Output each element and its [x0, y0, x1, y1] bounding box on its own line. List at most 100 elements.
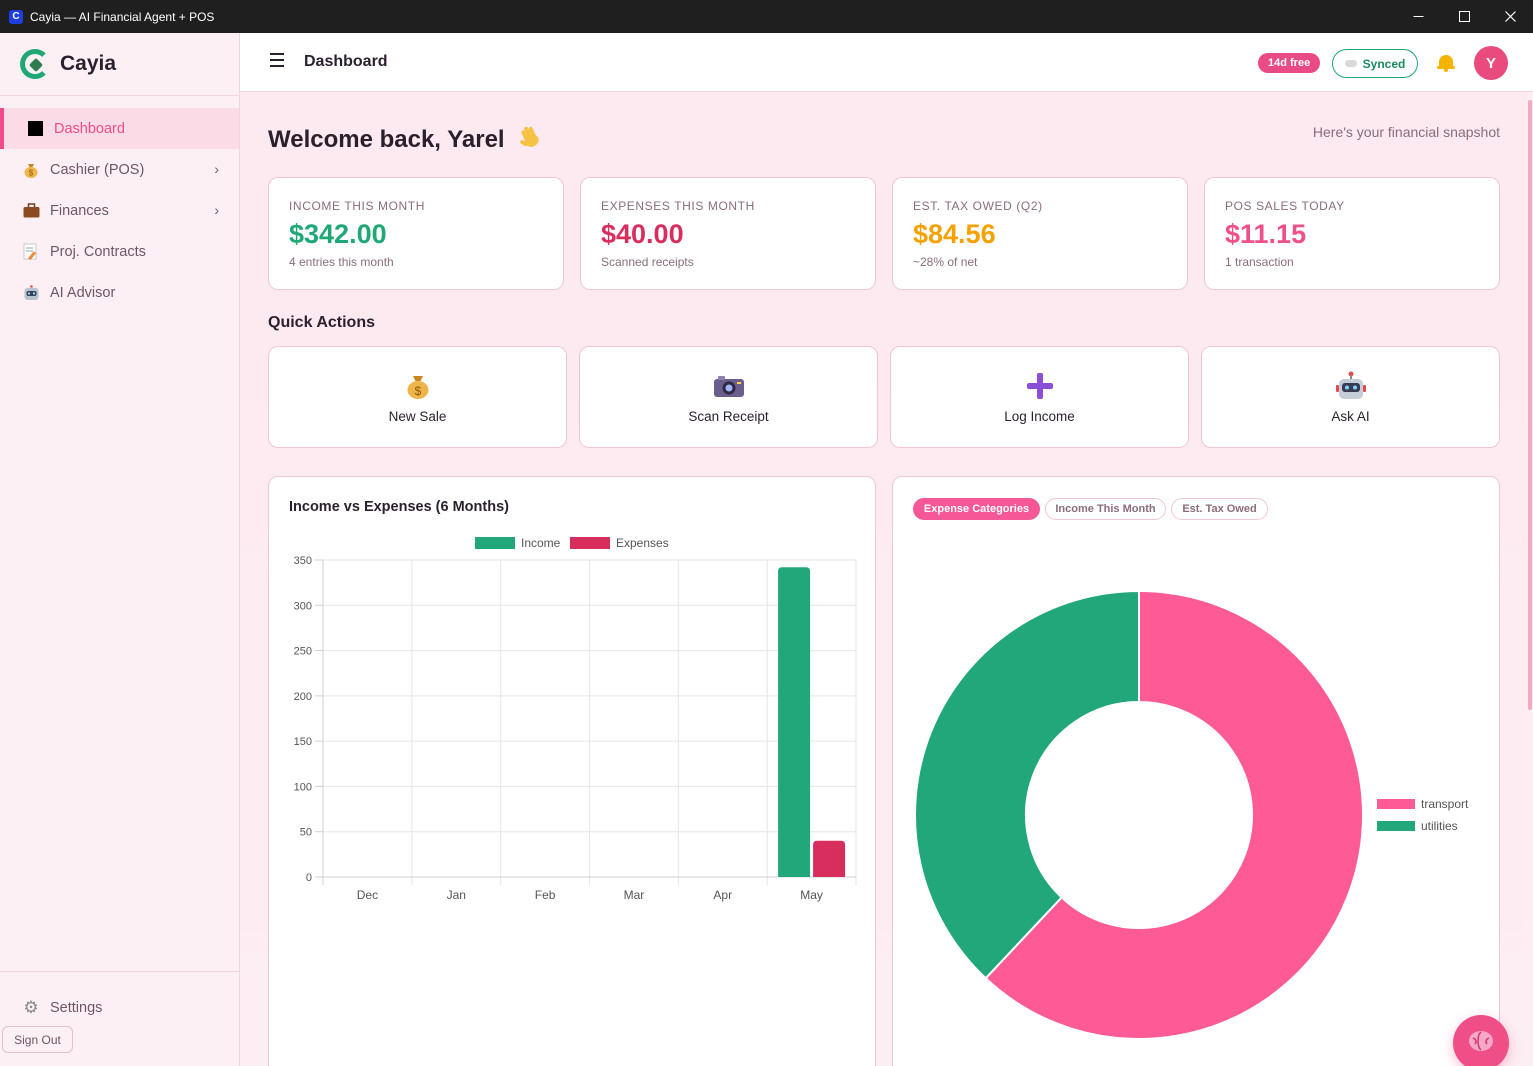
sidebar: Cayia Dashboard $ Cashier (POS) › Financ… [0, 33, 240, 1066]
x-tick-label: Dec [357, 888, 378, 902]
y-tick-label: 150 [294, 736, 312, 748]
stat-value: $84.56 [913, 219, 996, 249]
top-header: Dashboard 14d free Synced Y [240, 33, 1533, 92]
quick-action-label: Ask AI [1331, 409, 1370, 424]
welcome-text: Welcome back, Yarel [268, 126, 505, 153]
stat-subtext: 4 entries this month [289, 255, 394, 269]
dashboard-main: Welcome back, Yarel Here's your financia… [240, 92, 1527, 1066]
stat-value: $342.00 [289, 219, 387, 249]
sync-status-badge[interactable]: Synced [1332, 49, 1418, 78]
x-tick-label: Feb [535, 888, 556, 902]
sidebar-item-label: Dashboard [54, 120, 125, 137]
stat-card-income: INCOME THIS MONTH $342.00 4 entries this… [268, 177, 564, 290]
cloud-icon [1344, 60, 1357, 67]
sidebar-item-contracts[interactable]: Proj. Contracts [0, 231, 239, 272]
slice-utilities [914, 589, 1140, 980]
quick-actions-title: Quick Actions [268, 314, 375, 331]
x-tick-label: May [800, 888, 823, 902]
ai-assistant-fab[interactable] [1453, 1015, 1509, 1066]
plus-icon [1026, 371, 1054, 401]
chevron-right-icon: › [214, 161, 219, 177]
robot-icon [1335, 371, 1366, 401]
stat-card-pos-sales: POS SALES TODAY $11.15 1 transaction [1204, 177, 1500, 290]
avatar[interactable]: Y [1474, 46, 1508, 80]
svg-text:$: $ [29, 169, 34, 178]
sidebar-item-ai-advisor[interactable]: AI Advisor [0, 272, 239, 313]
sidebar-item-finances[interactable]: Finances › [0, 190, 239, 231]
log-income-button[interactable]: Log Income [890, 346, 1189, 448]
tab-income-this-month[interactable]: Income This Month [1045, 498, 1166, 520]
sidebar-item-dashboard[interactable]: Dashboard [0, 108, 239, 149]
sidebar-item-label: AI Advisor [50, 284, 116, 301]
tab-est-tax-owed[interactable]: Est. Tax Owed [1171, 498, 1268, 520]
stat-value: $11.15 [1225, 219, 1307, 249]
money-bag-icon: $ [22, 161, 40, 179]
chart-title: Income vs Expenses (6 Months) [289, 499, 509, 515]
quick-action-label: Log Income [1004, 409, 1075, 424]
stat-subtext: ~28% of net [913, 255, 978, 269]
stat-label: POS SALES TODAY [1225, 199, 1345, 213]
income-expenses-bar-chart: Income Expenses 0 50 100 150 200 250 300 350 Dec Ja… [294, 536, 857, 902]
close-icon[interactable] [1487, 0, 1533, 33]
quick-action-label: New Sale [388, 409, 447, 424]
scan-receipt-button[interactable]: Scan Receipt [579, 346, 878, 448]
stat-card-expenses: EXPENSES THIS MONTH $40.00 Scanned recei… [580, 177, 876, 290]
bar-expenses-may [813, 840, 846, 877]
square-icon [26, 120, 44, 138]
y-tick-label: 100 [294, 781, 312, 793]
money-bag-icon: $ [405, 371, 431, 401]
legend-swatch-expenses [570, 537, 610, 549]
window-title: Cayia — AI Financial Agent + POS [30, 9, 215, 24]
hamburger-menu-icon[interactable] [270, 53, 284, 71]
sign-out-button[interactable]: Sign Out [2, 1026, 73, 1053]
sidebar-footer: ⚙ Settings Sign Out [0, 971, 239, 1053]
minimize-icon[interactable] [1395, 0, 1441, 33]
app-window: Cayia Dashboard $ Cashier (POS) › Financ… [0, 33, 1533, 1066]
legend-swatch-transport [1377, 799, 1415, 809]
sidebar-item-cashier[interactable]: $ Cashier (POS) › [0, 149, 239, 190]
stat-label: INCOME THIS MONTH [289, 199, 425, 213]
breakdown-chart-panel: Expense Categories Income This Month Est… [892, 476, 1500, 1066]
y-tick-label: 350 [294, 555, 312, 567]
app-icon: C [9, 9, 23, 24]
stat-subtext: Scanned receipts [601, 255, 694, 269]
x-tick-label: Mar [624, 888, 645, 902]
robot-icon [22, 284, 40, 302]
legend-label-income: Income [521, 536, 561, 550]
x-tick-label: Jan [447, 888, 466, 902]
y-tick-label: 50 [300, 827, 312, 839]
maximize-icon[interactable] [1441, 0, 1487, 33]
legend-label-expenses: Expenses [616, 536, 669, 550]
settings-label: Settings [50, 1000, 103, 1016]
main-scrollbar[interactable] [1527, 92, 1533, 1066]
sidebar-item-settings[interactable]: ⚙ Settings [0, 986, 239, 1030]
legend-swatch-income [475, 537, 515, 549]
sync-status-label: Synced [1362, 56, 1406, 71]
ask-ai-button[interactable]: Ask AI [1201, 346, 1500, 448]
briefcase-icon [22, 202, 40, 220]
tab-expense-categories[interactable]: Expense Categories [913, 498, 1040, 520]
trial-badge[interactable]: 14d free [1258, 53, 1321, 73]
y-tick-label: 250 [294, 646, 312, 658]
stat-subtext: 1 transaction [1225, 255, 1294, 269]
sidebar-item-label: Finances [50, 202, 109, 219]
memo-icon [22, 243, 40, 261]
page-title: Dashboard [304, 53, 388, 70]
bell-icon[interactable] [1437, 53, 1455, 73]
y-tick-label: 0 [306, 872, 312, 884]
legend-swatch-utilities [1377, 821, 1415, 831]
stat-label: EXPENSES THIS MONTH [601, 199, 755, 213]
chevron-right-icon: › [214, 202, 219, 218]
sidebar-item-label: Cashier (POS) [50, 161, 145, 178]
brand[interactable]: Cayia [0, 33, 239, 96]
sidebar-item-label: Proj. Contracts [50, 243, 146, 260]
camera-icon [713, 371, 745, 401]
legend-label-transport: transport [1421, 797, 1469, 811]
stat-value: $40.00 [601, 219, 684, 249]
income-expenses-chart-panel: Income vs Expenses (6 Months) Income Expe… [268, 476, 876, 1066]
window-titlebar: C Cayia — AI Financial Agent + POS [0, 0, 1533, 33]
scrollbar-thumb[interactable] [1528, 100, 1532, 710]
svg-text:$: $ [414, 384, 421, 398]
x-tick-label: Apr [713, 888, 732, 902]
new-sale-button[interactable]: $ New Sale [268, 346, 567, 448]
